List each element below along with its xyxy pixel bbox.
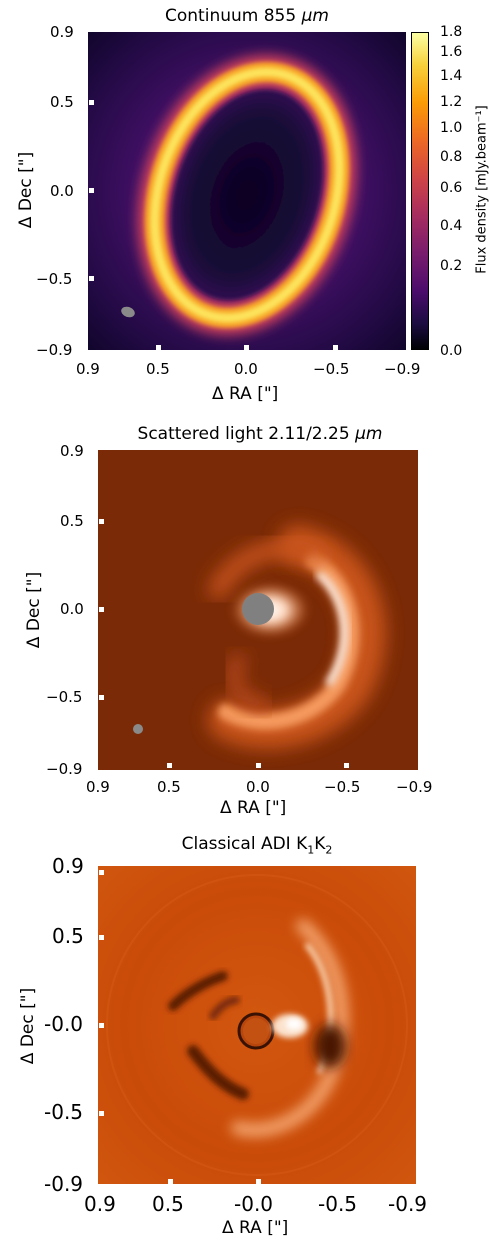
- y-axis-label: Δ Dec ["]: [24, 571, 44, 649]
- tick-marker: [99, 1111, 104, 1116]
- colorbar-tick: 1.0: [440, 120, 463, 136]
- colorbar-tick: 1.8: [440, 24, 463, 40]
- colorbar-tick: 0.8: [440, 149, 463, 165]
- scattered-light-image: [98, 450, 418, 770]
- panel-continuum: Continuum 855 μm: [0, 0, 490, 404]
- tick-marker: [256, 763, 261, 768]
- x-tick-label: 0.0: [234, 360, 258, 378]
- classical-adi-image: [98, 866, 416, 1184]
- tick-marker: [344, 763, 349, 768]
- y-tick-label: -0.0: [44, 1012, 84, 1036]
- tick-marker: [168, 1179, 173, 1184]
- tick-marker: [333, 345, 338, 350]
- tick-marker: [89, 188, 94, 193]
- panel-classical-adi: Classical ADI K1K2: [0, 830, 490, 1243]
- y-tick-label: 0.9: [60, 442, 84, 460]
- x-tick-label: -0.5: [318, 1192, 358, 1216]
- tick-marker: [244, 345, 249, 350]
- x-tick-label: 0.9: [84, 1192, 116, 1216]
- colorbar-tick: 0.0: [440, 343, 463, 359]
- x-tick-label: −0.5: [313, 360, 350, 378]
- y-tick-label: -0.9: [44, 1172, 84, 1196]
- panel-title: Scattered light 2.11/2.25 μm: [137, 424, 383, 444]
- x-tick-label: -0.9: [388, 1192, 428, 1216]
- x-tick-label: 0.9: [86, 778, 110, 796]
- panel-title: Continuum 855 μm: [165, 6, 329, 26]
- tick-marker: [99, 695, 104, 700]
- panel-scattered-light: Scattered light 2.11/2.25 μm: [0, 420, 490, 820]
- x-axis-label: Δ RA ["]: [222, 1218, 289, 1238]
- tick-marker: [256, 1179, 261, 1184]
- colorbar-tick: 1.2: [440, 94, 463, 110]
- continuum-image: [88, 32, 406, 350]
- x-tick-label: −0.9: [396, 778, 433, 796]
- colorbar-tick: 0.4: [440, 218, 463, 234]
- colorbar-tick: 1.4: [440, 68, 463, 84]
- tick-marker: [99, 870, 104, 875]
- tick-marker: [99, 935, 104, 940]
- y-axis-label: Δ Dec ["]: [18, 987, 38, 1065]
- tick-marker: [156, 345, 161, 350]
- x-tick-label: 0.5: [157, 778, 181, 796]
- tick-marker: [89, 100, 94, 105]
- x-tick-label: 0.5: [152, 1192, 184, 1216]
- colorbar: [411, 32, 429, 350]
- y-tick-label: −0.9: [46, 760, 83, 778]
- colorbar-tick: 0.2: [440, 258, 463, 274]
- tick-marker: [99, 1023, 104, 1028]
- y-tick-label: −0.5: [46, 688, 83, 706]
- y-tick-label: −0.9: [36, 341, 73, 359]
- x-tick-label: 0.0: [246, 778, 270, 796]
- tick-marker: [167, 763, 172, 768]
- x-tick-label: −0.9: [384, 360, 421, 378]
- y-axis-label: Δ Dec ["]: [16, 151, 36, 229]
- x-axis-label: Δ RA ["]: [220, 798, 287, 818]
- y-tick-label: 0.5: [52, 924, 84, 948]
- y-tick-label: 0.5: [50, 93, 74, 111]
- y-tick-label: 0.0: [60, 600, 84, 618]
- colorbar-label: Flux density [mJy.beam⁻¹]: [474, 105, 490, 274]
- tick-marker: [99, 519, 104, 524]
- y-tick-label: -0.5: [44, 1100, 84, 1124]
- y-tick-label: −0.5: [36, 270, 73, 288]
- x-tick-label: 0.9: [76, 360, 100, 378]
- x-tick-label: −0.5: [324, 778, 361, 796]
- y-tick-label: 0.0: [50, 182, 74, 200]
- x-tick-label: -0.0: [234, 1192, 274, 1216]
- tick-marker: [99, 607, 104, 612]
- colorbar-tick: 1.6: [440, 44, 463, 60]
- y-tick-label: 0.9: [50, 23, 74, 41]
- y-tick-label: 0.5: [60, 512, 84, 530]
- panel-title: Classical ADI K1K2: [181, 834, 333, 857]
- x-tick-label: 0.5: [146, 360, 170, 378]
- x-axis-label: Δ RA ["]: [212, 384, 279, 404]
- tick-marker: [89, 276, 94, 281]
- colorbar-tick: 0.6: [440, 180, 463, 196]
- y-tick-label: 0.9: [52, 854, 84, 878]
